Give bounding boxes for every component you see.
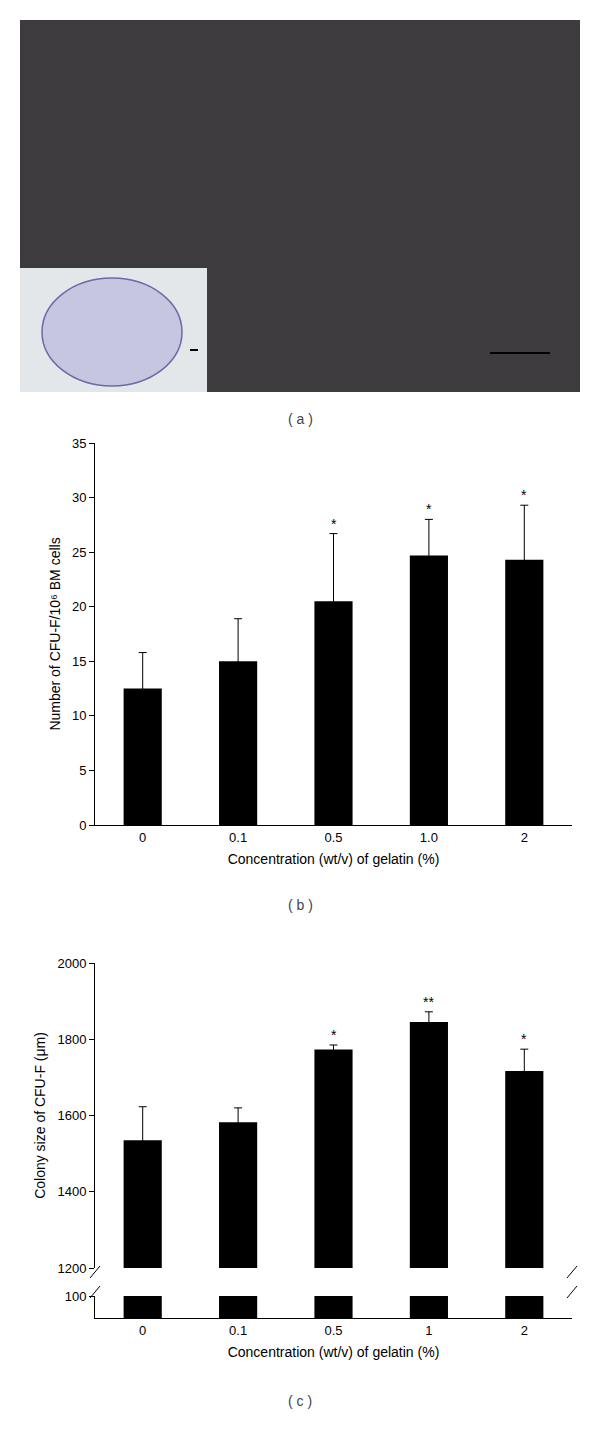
svg-text:0: 0 bbox=[139, 1323, 146, 1338]
svg-text:*: * bbox=[331, 516, 337, 532]
svg-text:0: 0 bbox=[79, 818, 86, 833]
svg-text:( b ): ( b ) bbox=[288, 897, 313, 913]
svg-text:0.1: 0.1 bbox=[229, 830, 247, 845]
svg-text:0.5: 0.5 bbox=[324, 1323, 342, 1338]
svg-text:30: 30 bbox=[72, 490, 86, 505]
svg-text:25: 25 bbox=[72, 545, 86, 560]
svg-text:*: * bbox=[521, 1031, 527, 1047]
svg-text:15: 15 bbox=[72, 654, 86, 669]
svg-text:35: 35 bbox=[72, 436, 86, 451]
svg-text:1600: 1600 bbox=[57, 1108, 86, 1123]
svg-text:( c ): ( c ) bbox=[288, 1393, 312, 1409]
svg-text:5: 5 bbox=[79, 763, 86, 778]
svg-text:1.0: 1.0 bbox=[420, 830, 438, 845]
svg-text:0: 0 bbox=[139, 830, 146, 845]
svg-text:1400: 1400 bbox=[57, 1184, 86, 1199]
svg-text:( a ): ( a ) bbox=[288, 411, 313, 427]
svg-text:2: 2 bbox=[521, 1323, 528, 1338]
svg-text:1: 1 bbox=[425, 1323, 432, 1338]
svg-text:Number of CFU-F/10⁶ BM cells: Number of CFU-F/10⁶ BM cells bbox=[47, 537, 63, 730]
svg-text:2: 2 bbox=[521, 830, 528, 845]
svg-text:10: 10 bbox=[72, 708, 86, 723]
svg-text:100: 100 bbox=[65, 1289, 87, 1304]
svg-text:*: * bbox=[331, 1027, 337, 1043]
svg-text:Concentration (wt/v) of gelati: Concentration (wt/v) of gelatin (%) bbox=[228, 851, 440, 867]
svg-text:**: ** bbox=[423, 994, 434, 1010]
svg-text:0.5: 0.5 bbox=[324, 830, 342, 845]
svg-text:*: * bbox=[521, 487, 527, 503]
svg-text:20: 20 bbox=[72, 599, 86, 614]
svg-text:Concentration (wt/v) of gelati: Concentration (wt/v) of gelatin (%) bbox=[228, 1344, 440, 1360]
svg-text:2000: 2000 bbox=[57, 956, 86, 971]
svg-text:0.1: 0.1 bbox=[229, 1323, 247, 1338]
svg-text:1800: 1800 bbox=[57, 1032, 86, 1047]
svg-text:Colony size of CFU-F (μm): Colony size of CFU-F (μm) bbox=[32, 1032, 48, 1199]
svg-text:*: * bbox=[426, 501, 432, 517]
svg-text:1200: 1200 bbox=[57, 1261, 86, 1276]
